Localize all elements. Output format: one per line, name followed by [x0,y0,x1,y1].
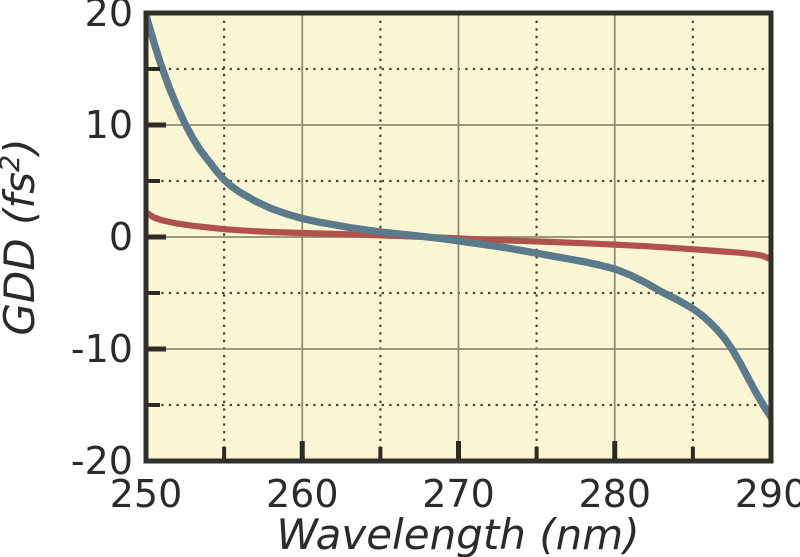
plot-frame [143,10,774,464]
x-tick-label: 270 [422,472,495,516]
x-axis-title: Wavelength (nm) [276,510,639,557]
y-tick-label: -20 [71,439,133,483]
data-series-group [146,13,771,421]
x-tick-label: 260 [266,472,339,516]
y-tick-label: 20 [85,0,133,35]
y-tick-label: 0 [109,215,133,259]
blue-steep-curve [146,13,771,421]
x-tick-label: 250 [110,472,183,516]
y-tick-label: -10 [71,327,133,371]
x-tick-label: 290 [735,472,800,516]
x-tick-label: 280 [578,472,651,516]
x-axis-tick-labels: 250 260 270 280 290 [110,472,800,516]
y-tick-label: 10 [85,103,133,147]
y-axis-title-superscript: 2 [0,155,26,172]
y-axis-title: GDD (fs2) [0,138,44,335]
y-axis-tick-labels: -20 -10 0 10 20 [71,0,133,483]
y-axis-title-close: ) [0,138,44,157]
y-axis-title-main: GDD (fs [0,172,44,336]
